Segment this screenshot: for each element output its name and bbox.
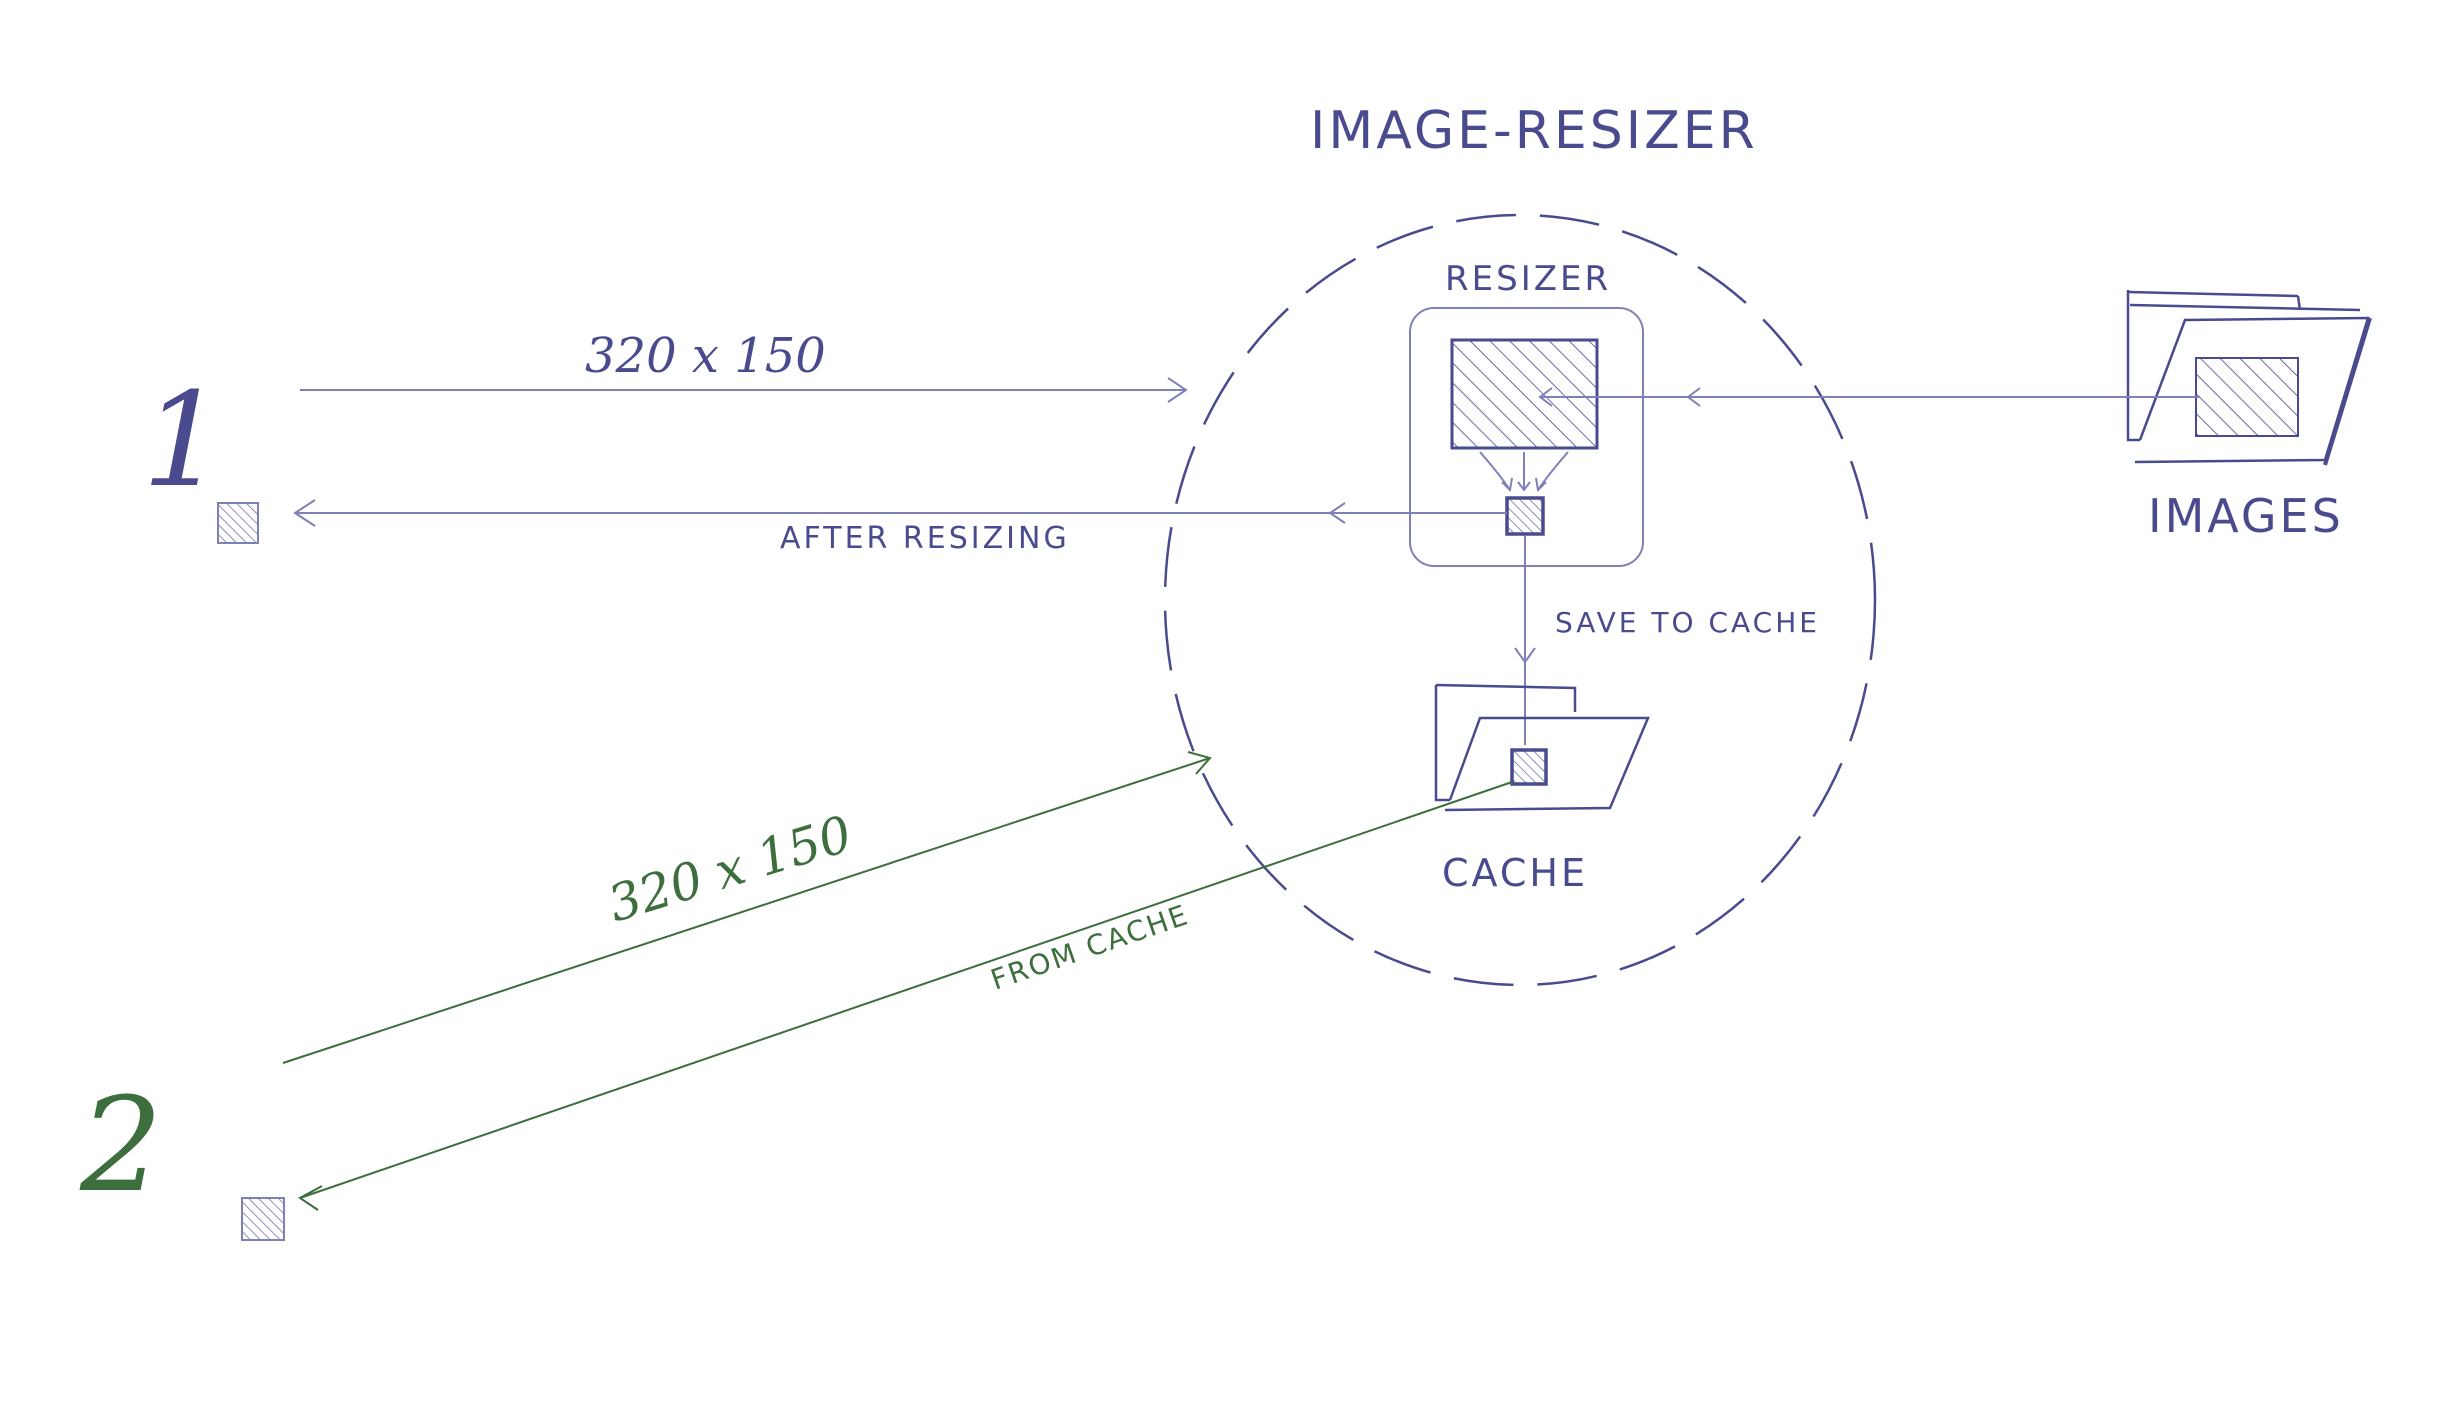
save-to-cache-label: SAVE TO CACHE: [1555, 606, 1820, 639]
image-resizer-boundary: [1163, 213, 1877, 987]
response-1-arrow: [293, 499, 1507, 527]
save-to-cache-arrow: [1514, 536, 1536, 745]
images-folder-icon: [2126, 290, 2372, 466]
resizer-source-image: [1450, 338, 1599, 450]
request-1-label: 320 x 150: [585, 328, 826, 384]
client-1-label: 1: [142, 364, 225, 516]
client-2-image: [241, 1197, 285, 1241]
request-2-arrow: [282, 751, 1212, 1064]
response-1-label: AFTER RESIZING: [780, 521, 1070, 556]
request-1-arrow: [300, 377, 1188, 403]
resizer-box: [1409, 307, 1644, 567]
images-label: IMAGES: [2148, 489, 2344, 543]
request-2-label: 320 x 150: [602, 805, 859, 934]
cache-label: CACHE: [1442, 851, 1588, 895]
resize-arrows: [1479, 451, 1569, 493]
cache-folder-icon: [1434, 683, 1650, 812]
images-source-thumbnail: [2195, 357, 2299, 437]
resizer-label: RESIZER: [1445, 259, 1611, 299]
images-to-resizer-arrow: [1538, 387, 2200, 407]
response-2-arrow: [298, 781, 1513, 1211]
response-2-label: FROM CACHE: [987, 898, 1194, 997]
client-2-label: 2: [79, 1069, 163, 1221]
diagram-title: IMAGE-RESIZER: [1310, 101, 1758, 161]
client-1-image: [217, 502, 259, 544]
resized-image: [1505, 496, 1545, 536]
cached-image: [1510, 748, 1548, 786]
